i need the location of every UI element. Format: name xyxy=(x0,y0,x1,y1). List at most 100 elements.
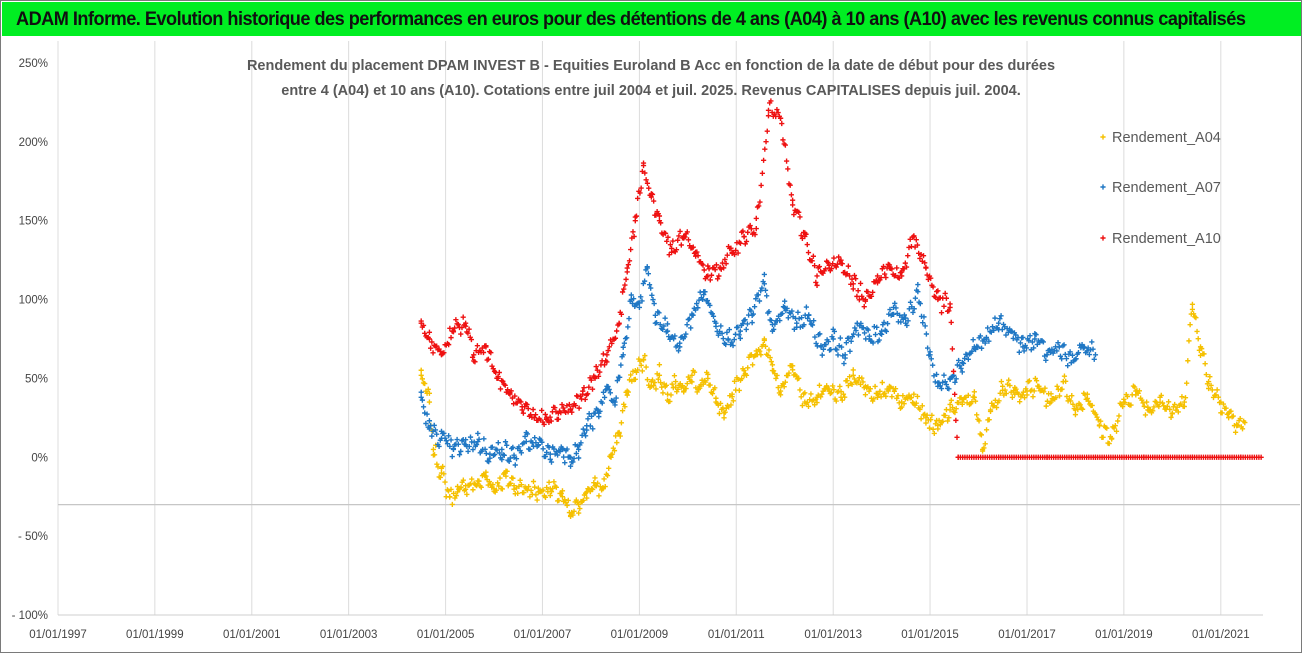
rendement-a04-marker xyxy=(1061,373,1068,379)
x-tick-label: 01/01/2001 xyxy=(223,629,281,641)
x-tick-label: 01/01/2021 xyxy=(1192,629,1250,641)
rendement-a07-marker xyxy=(664,321,671,327)
rendement-a07-marker xyxy=(557,448,563,455)
rendement-a10-marker xyxy=(631,233,637,240)
rendement-a04-marker xyxy=(1054,383,1060,389)
rendement-a07-marker xyxy=(672,333,678,339)
rendement-a07-marker xyxy=(539,439,545,445)
rendement-a04-marker xyxy=(1072,412,1079,418)
rendement-a04-marker xyxy=(1047,400,1053,406)
rendement-a10-marker xyxy=(942,290,948,296)
rendement-a04-marker xyxy=(894,395,900,401)
rendement-a04-marker xyxy=(775,384,781,391)
rendement-a10-marker xyxy=(757,199,763,205)
rendement-a07-marker xyxy=(447,443,453,450)
rendement-a07-marker xyxy=(809,322,816,328)
rendement-a04-marker xyxy=(972,398,979,404)
rendement-a10-marker xyxy=(833,264,839,270)
rendement-a07-marker xyxy=(1020,334,1026,341)
rendement-a04-marker xyxy=(1151,404,1157,410)
rendement-a04-marker xyxy=(640,357,647,363)
rendement-a07-marker xyxy=(969,348,975,354)
rendement-a04-marker xyxy=(451,490,457,497)
rendement-a10-marker xyxy=(428,345,434,351)
rendement-a07-marker xyxy=(482,446,488,452)
rendement-a04-marker xyxy=(546,479,552,485)
rendement-a07-marker xyxy=(931,373,937,379)
rendement-a04-marker xyxy=(788,363,795,369)
rendement-a04-marker xyxy=(1136,388,1143,394)
rendement-a04-marker xyxy=(1187,322,1193,328)
rendement-a07-marker xyxy=(942,379,948,385)
rendement-a04-marker xyxy=(597,483,603,490)
rendement-a04-marker xyxy=(526,483,532,490)
rendement-a10-marker xyxy=(782,142,788,148)
rendement-a04-marker xyxy=(1181,403,1187,410)
rendement-a04-marker xyxy=(702,379,709,385)
rendement-a04-marker xyxy=(883,393,889,399)
rendement-a07-marker xyxy=(502,439,509,445)
rendement-a04-marker xyxy=(1164,403,1170,409)
rendement-a07-marker xyxy=(723,341,729,348)
rendement-a10-marker xyxy=(622,282,628,288)
rendement-a07-marker xyxy=(789,308,795,314)
rendement-a04-marker xyxy=(521,490,527,496)
rendement-a10-marker xyxy=(425,334,431,341)
rendement-a04-marker xyxy=(1226,415,1232,421)
rendement-a04-marker xyxy=(1150,408,1156,414)
rendement-a04-marker xyxy=(528,487,534,494)
rendement-a04-marker xyxy=(1208,382,1214,389)
rendement-a10-marker xyxy=(566,401,572,408)
rendement-a07-marker xyxy=(524,431,531,437)
rendement-a10-marker xyxy=(814,282,820,288)
x-tick-label: 01/01/2007 xyxy=(514,629,572,641)
rendement-a04-marker xyxy=(619,408,626,414)
rendement-a07-marker xyxy=(744,321,751,327)
rendement-a04-marker xyxy=(625,389,631,395)
rendement-a07-marker xyxy=(561,454,567,460)
rendement-a04-marker xyxy=(1159,400,1166,406)
rendement-a07-marker xyxy=(1040,339,1046,345)
rendement-a10-marker xyxy=(548,418,554,424)
rendement-a07-marker xyxy=(458,448,464,454)
rendement-a07-marker xyxy=(985,325,991,331)
rendement-a07-marker xyxy=(704,297,711,304)
rendement-a10-marker xyxy=(635,195,641,202)
rendement-a07-marker xyxy=(712,318,718,325)
rendement-a04-marker xyxy=(713,395,719,401)
rendement-a07-marker xyxy=(548,459,555,465)
rendement-a04-marker xyxy=(448,486,454,492)
rendement-a10-marker xyxy=(822,266,829,272)
rendement-a10-marker xyxy=(941,303,947,309)
rendement-a04-marker xyxy=(908,394,915,401)
rendement-a07-marker xyxy=(837,335,843,341)
rendement-a07-marker xyxy=(611,398,617,404)
rendement-a10-marker xyxy=(490,366,496,372)
rendement-a10-marker xyxy=(747,222,753,229)
rendement-a04-marker xyxy=(771,368,777,374)
rendement-a10-marker xyxy=(593,364,599,370)
rendement-a04-marker xyxy=(846,374,853,380)
rendement-a10-marker xyxy=(558,410,564,416)
rendement-a04-marker xyxy=(1069,393,1075,399)
rendement-a07-marker xyxy=(542,453,549,460)
rendement-a07-marker xyxy=(496,450,503,456)
rendement-a04-marker xyxy=(840,391,847,397)
rendement-a04-marker xyxy=(671,373,678,379)
rendement-a04-marker xyxy=(1021,395,1028,401)
y-tick-label: 0% xyxy=(31,452,48,464)
rendement-a07-marker xyxy=(554,452,561,458)
rendement-a10-marker xyxy=(809,258,815,264)
rendement-a04-marker xyxy=(970,394,976,400)
rendement-a04-marker xyxy=(689,379,695,385)
rendement-a10-marker xyxy=(783,158,790,164)
rendement-a10-marker xyxy=(552,405,558,411)
rendement-a04-marker xyxy=(510,475,516,481)
rendement-a07-marker xyxy=(904,322,910,329)
rendement-a10-marker xyxy=(914,242,921,248)
rendement-a04-point xyxy=(664,391,671,397)
rendement-a04-marker xyxy=(542,494,549,500)
rendement-a10-marker xyxy=(948,319,954,325)
rendement-a07-marker xyxy=(742,317,748,323)
x-tick-label: 01/01/2005 xyxy=(417,629,475,641)
